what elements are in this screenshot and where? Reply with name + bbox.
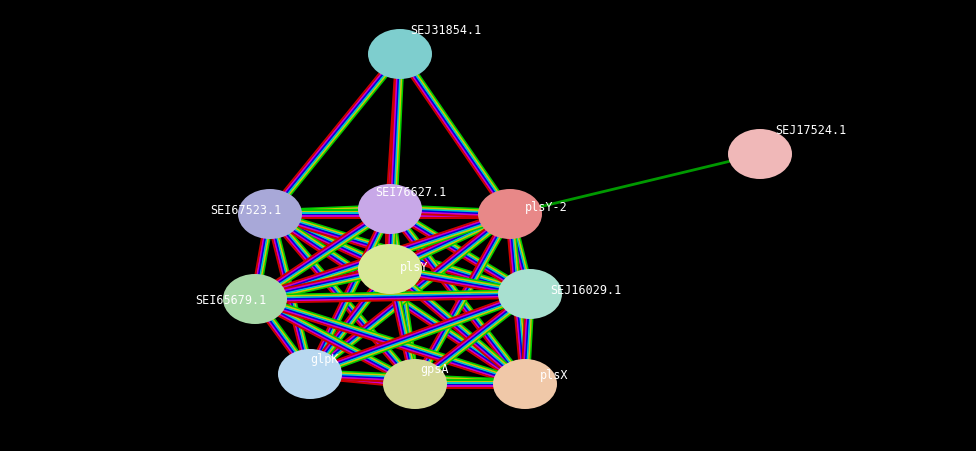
Ellipse shape — [223, 274, 287, 324]
Ellipse shape — [358, 244, 422, 295]
Text: gpsA: gpsA — [420, 363, 449, 376]
Text: SEJ31854.1: SEJ31854.1 — [410, 23, 481, 37]
Ellipse shape — [278, 349, 342, 399]
Ellipse shape — [478, 189, 542, 239]
Ellipse shape — [498, 269, 562, 319]
Text: SEJ17524.1: SEJ17524.1 — [775, 123, 846, 136]
Text: plsX: plsX — [540, 368, 568, 381]
Text: SEJ16029.1: SEJ16029.1 — [550, 283, 622, 296]
Ellipse shape — [238, 189, 302, 239]
Text: SEI65679.1: SEI65679.1 — [195, 293, 266, 306]
Text: plsY-2: plsY-2 — [525, 201, 568, 214]
Ellipse shape — [358, 184, 422, 235]
Text: plsY: plsY — [400, 261, 428, 274]
Text: SEI76627.1: SEI76627.1 — [375, 185, 446, 198]
Ellipse shape — [728, 130, 792, 179]
Text: SEI67523.1: SEI67523.1 — [210, 203, 281, 216]
Ellipse shape — [493, 359, 557, 409]
Text: glpK: glpK — [310, 353, 339, 366]
Ellipse shape — [368, 30, 432, 80]
Ellipse shape — [383, 359, 447, 409]
